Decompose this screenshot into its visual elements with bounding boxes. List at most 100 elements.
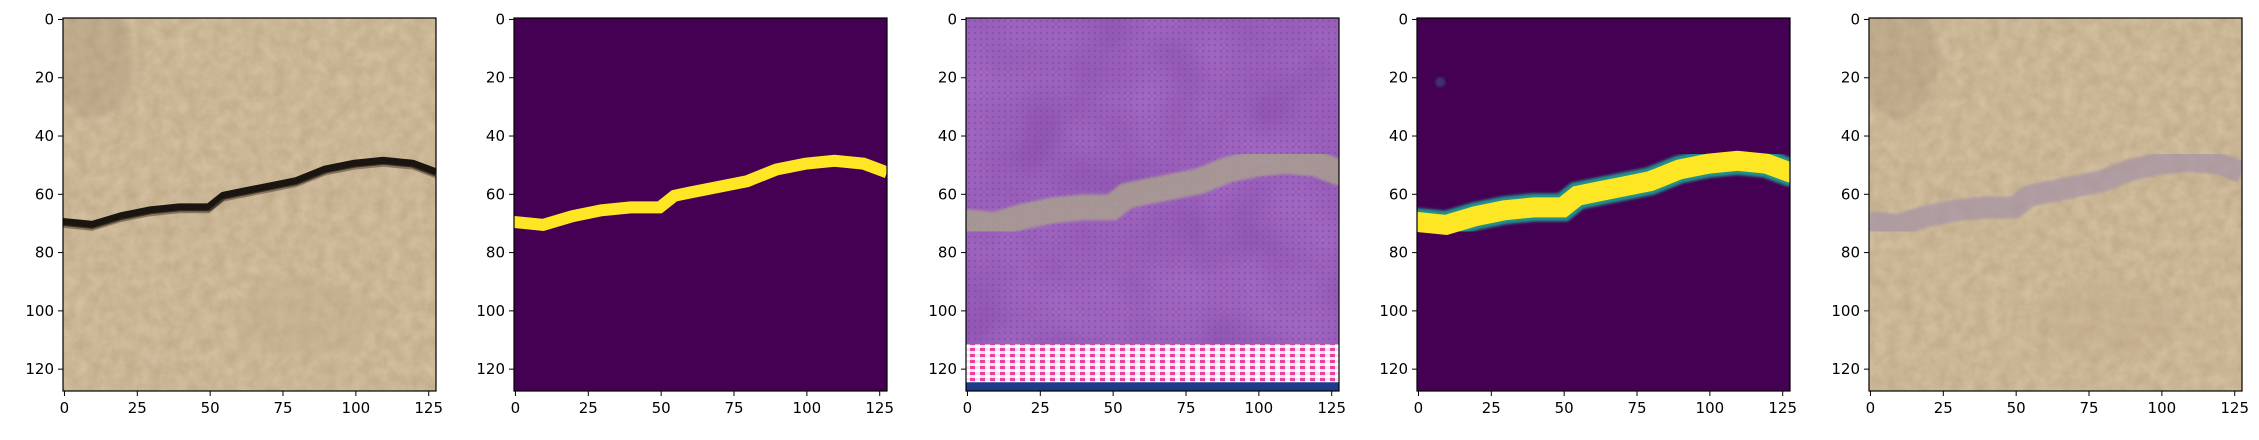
x-tick-label: 75 (1176, 399, 1195, 417)
x-tick-label: 75 (724, 399, 743, 417)
x-tick-label: 125 (414, 399, 443, 417)
axes-frame (62, 17, 437, 392)
axes-frame (965, 17, 1340, 392)
y-tick-label: 0 (1850, 10, 1860, 28)
noise-blob (1435, 77, 1446, 88)
x-tick-label: 0 (963, 399, 973, 417)
x-axis: 0 25 50 75 100 125 (60, 391, 443, 417)
y-tick-label: 120 (25, 360, 54, 378)
y-tick-label: 60 (1841, 185, 1860, 203)
y-tick-label: 80 (1389, 244, 1408, 262)
y-tick-label: 40 (35, 127, 54, 145)
x-axis: 0 25 50 75 100 125 (1414, 391, 1797, 417)
y-axis: 0 20 40 60 80 100 120 (1831, 10, 1869, 378)
x-tick-label: 50 (652, 399, 671, 417)
x-tick-label: 100 (1696, 399, 1725, 417)
y-tick-label: 60 (1389, 185, 1408, 203)
axes-frame (1868, 17, 2243, 392)
bottom-edge-artifact (966, 382, 1339, 391)
x-tick-label: 50 (2007, 399, 2026, 417)
y-tick-label: 120 (1379, 360, 1408, 378)
x-tick-label: 50 (201, 399, 220, 417)
y-tick-label: 20 (35, 69, 54, 87)
y-tick-label: 60 (938, 185, 957, 203)
y-tick-label: 60 (486, 185, 505, 203)
panel-image (1417, 18, 1790, 391)
shadow-patch (2039, 278, 2179, 358)
shadow-patch (63, 18, 133, 118)
y-tick-label: 100 (476, 302, 505, 320)
y-axis: 0 20 40 60 80 100 120 (1379, 10, 1417, 378)
mask-crack (1417, 150, 1790, 236)
panel-sand-photo: 0 25 50 75 100 125 0 20 40 60 80 100 120 (25, 10, 443, 417)
x-axis: 0 25 50 75 100 125 (1866, 391, 2249, 417)
y-tick-label: 20 (1841, 69, 1860, 87)
y-tick-label: 100 (1831, 302, 1860, 320)
x-tick-label: 100 (342, 399, 371, 417)
y-tick-label: 0 (947, 10, 957, 28)
panel-image (63, 18, 436, 391)
x-tick-label: 0 (1866, 399, 1876, 417)
panel-image (1869, 18, 2242, 391)
y-tick-label: 20 (1389, 69, 1408, 87)
x-tick-label: 100 (1245, 399, 1274, 417)
x-tick-label: 125 (1768, 399, 1797, 417)
panels: 0 25 50 75 100 125 0 20 40 60 80 100 120 0 25 50 75 100 12… (25, 10, 2249, 417)
x-tick-label: 25 (579, 399, 598, 417)
x-tick-label: 0 (511, 399, 521, 417)
x-tick-label: 125 (865, 399, 894, 417)
axes-frame (513, 17, 888, 392)
y-tick-label: 120 (928, 360, 957, 378)
x-tick-label: 25 (1031, 399, 1050, 417)
x-tick-label: 0 (60, 399, 70, 417)
y-tick-label: 0 (1398, 10, 1408, 28)
panel-predicted-mask: 0 25 50 75 100 125 0 20 40 60 80 100 120 (1379, 10, 1797, 417)
x-tick-label: 25 (1482, 399, 1501, 417)
y-tick-label: 100 (928, 302, 957, 320)
panel-binary-mask: 0 25 50 75 100 125 0 20 40 60 80 100 120 (476, 10, 894, 417)
x-axis: 0 25 50 75 100 125 (963, 391, 1346, 417)
x-tick-label: 75 (1627, 399, 1646, 417)
x-axis: 0 25 50 75 100 125 (511, 391, 894, 417)
x-tick-label: 125 (1317, 399, 1346, 417)
mask-crack (514, 154, 887, 231)
panel-image (514, 18, 887, 391)
x-tick-label: 100 (2148, 399, 2177, 417)
y-axis: 0 20 40 60 80 100 120 (25, 10, 63, 378)
y-axis: 0 20 40 60 80 100 120 (476, 10, 514, 378)
y-tick-label: 120 (476, 360, 505, 378)
y-tick-label: 80 (1841, 244, 1860, 262)
y-tick-label: 80 (486, 244, 505, 262)
mask-background (514, 18, 887, 391)
panel-reconstructed-photo: 0 25 50 75 100 125 0 20 40 60 80 100 120 (1831, 10, 2249, 417)
x-tick-label: 100 (793, 399, 822, 417)
y-tick-label: 20 (938, 69, 957, 87)
x-tick-label: 125 (2220, 399, 2249, 417)
y-tick-label: 0 (495, 10, 505, 28)
crack-edge (63, 163, 436, 231)
y-tick-label: 20 (486, 69, 505, 87)
panel-image (966, 18, 1339, 391)
crack-band (966, 147, 1339, 239)
y-tick-label: 40 (1389, 127, 1408, 145)
crack-overlay (1869, 149, 2242, 236)
x-tick-label: 25 (128, 399, 147, 417)
y-tick-label: 120 (1831, 360, 1860, 378)
x-tick-label: 0 (1414, 399, 1424, 417)
y-tick-label: 60 (35, 185, 54, 203)
y-tick-label: 80 (938, 244, 957, 262)
y-tick-label: 100 (25, 302, 54, 320)
y-tick-label: 0 (44, 10, 54, 28)
y-axis: 0 20 40 60 80 100 120 (928, 10, 966, 378)
axes-frame (1416, 17, 1791, 392)
shadow-patch (233, 278, 373, 358)
panel-generated-noisy: 0 25 50 75 100 125 0 20 40 60 80 100 120 (928, 10, 1346, 417)
shadow-patch (1869, 18, 1939, 118)
crack-line (63, 156, 436, 229)
y-tick-label: 40 (1841, 127, 1860, 145)
y-tick-label: 80 (35, 244, 54, 262)
y-tick-label: 100 (1379, 302, 1408, 320)
x-tick-label: 25 (1934, 399, 1953, 417)
x-tick-label: 50 (1555, 399, 1574, 417)
